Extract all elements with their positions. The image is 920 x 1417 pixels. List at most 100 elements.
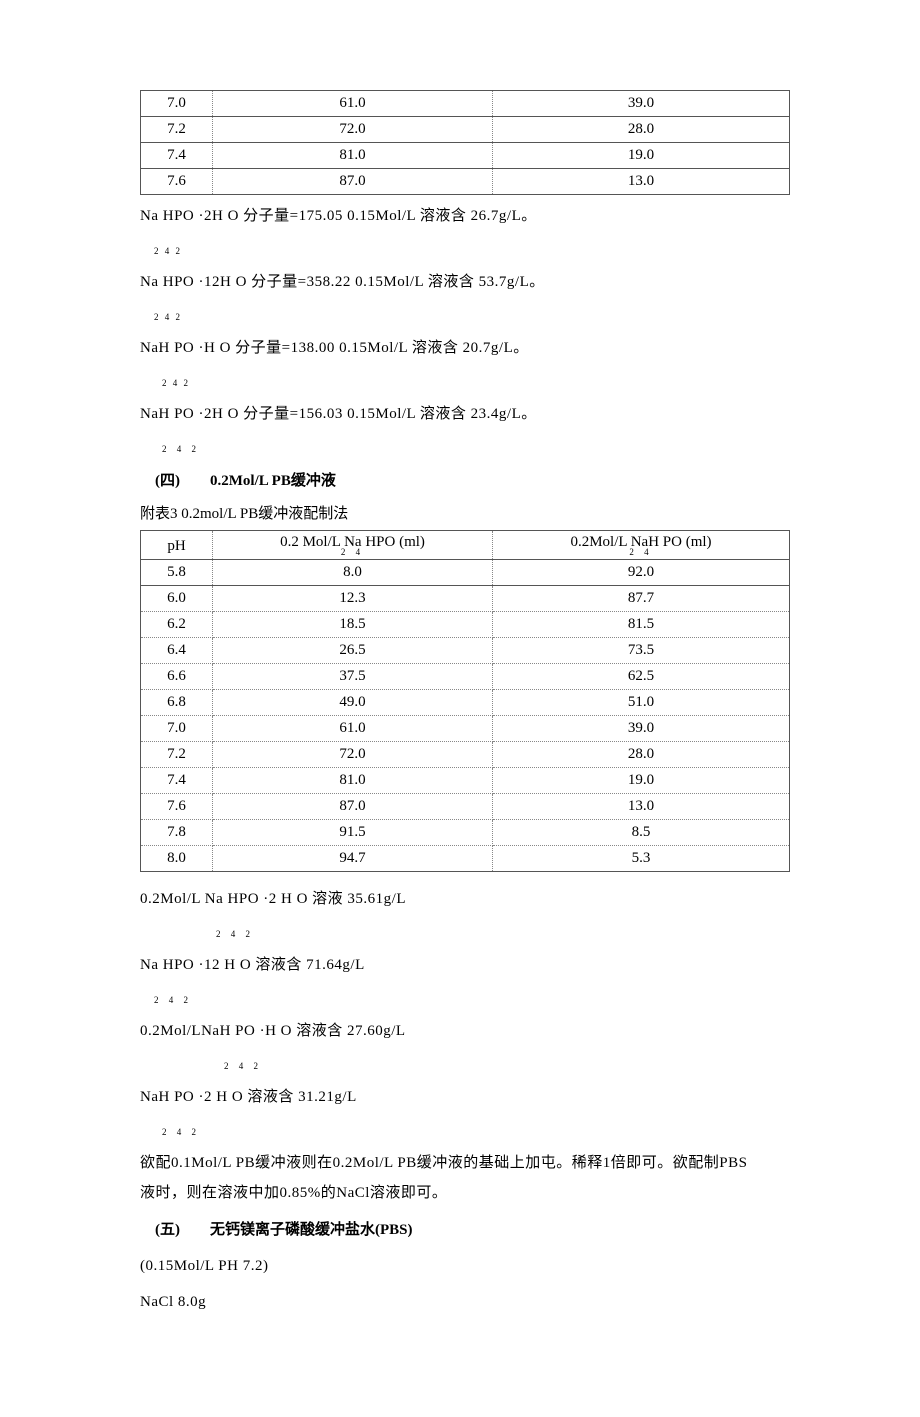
table-cell: 92.0 xyxy=(493,560,790,586)
table-cell: 87.0 xyxy=(213,794,493,820)
table-cell: 6.8 xyxy=(141,690,213,716)
table-row: 8.094.75.3 xyxy=(141,846,790,872)
note-4-text: NaH PO ·2H O 分子量=156.03 0.15Mol/L 溶液含 23… xyxy=(140,406,537,422)
note-1: Na HPO ·2H O 分子量=175.05 0.15Mol/L 溶液含 26… xyxy=(140,201,790,261)
table-cell: 7.6 xyxy=(141,794,213,820)
note-3-text: NaH PO ·H O 分子量=138.00 0.15Mol/L 溶液含 20.… xyxy=(140,340,529,356)
table-cell: 73.5 xyxy=(493,638,790,664)
th-b: 0.2Mol/L NaH PO (ml) 2 4 xyxy=(493,531,790,560)
table-3-header-row: pH 0.2 Mol/L Na HPO (ml) 2 4 0.2Mol/L Na… xyxy=(141,531,790,560)
note-4: NaH PO ·2H O 分子量=156.03 0.15Mol/L 溶液含 23… xyxy=(140,399,790,459)
paragraph-dilution-2: 液时，则在溶液中加0.85%的NaCl溶液即可。 xyxy=(140,1178,790,1208)
table-row: 6.637.562.5 xyxy=(141,664,790,690)
table-cell: 5.3 xyxy=(493,846,790,872)
table-cell: 72.0 xyxy=(213,117,493,143)
table-3: pH 0.2 Mol/L Na HPO (ml) 2 4 0.2Mol/L Na… xyxy=(140,530,790,872)
table-row: 7.061.039.0 xyxy=(141,91,790,117)
table-row: 7.061.039.0 xyxy=(141,716,790,742)
table-row: 7.272.028.0 xyxy=(141,742,790,768)
table-row: 6.218.581.5 xyxy=(141,612,790,638)
table-cell: 12.3 xyxy=(213,586,493,612)
table-row: 7.272.028.0 xyxy=(141,117,790,143)
table-cell: 62.5 xyxy=(493,664,790,690)
table-cell: 13.0 xyxy=(493,794,790,820)
table-cell: 61.0 xyxy=(213,91,493,117)
page-body: 7.061.039.07.272.028.07.481.019.07.687.0… xyxy=(0,0,920,1417)
th-ph: pH xyxy=(141,531,213,560)
table-row: 7.481.019.0 xyxy=(141,768,790,794)
table-cell: 7.4 xyxy=(141,768,213,794)
table-row: 6.012.387.7 xyxy=(141,586,790,612)
table-cell: 81.5 xyxy=(493,612,790,638)
table-cell: 39.0 xyxy=(493,91,790,117)
note-2-sub: 2 4 2 xyxy=(154,312,182,322)
table-cell: 19.0 xyxy=(493,143,790,169)
table-cell: 49.0 xyxy=(213,690,493,716)
table-cell: 61.0 xyxy=(213,716,493,742)
table-cell: 7.8 xyxy=(141,820,213,846)
note-3-sub: 2 4 2 xyxy=(162,378,190,388)
table-row: 7.687.013.0 xyxy=(141,169,790,195)
table-cell: 19.0 xyxy=(493,768,790,794)
table-cell: 39.0 xyxy=(493,716,790,742)
th-a-sub: 2 4 xyxy=(219,548,486,557)
table-1-continued: 7.061.039.07.272.028.07.481.019.07.687.0… xyxy=(140,90,790,195)
table-cell: 37.5 xyxy=(213,664,493,690)
note-1-sub: 2 4 2 xyxy=(154,246,182,256)
note2-2: Na HPO ·12 H O 溶液含 71.64g/L 2 4 2 xyxy=(140,950,790,1010)
note-2-text: Na HPO ·12H O 分子量=358.22 0.15Mol/L 溶液含 5… xyxy=(140,274,545,290)
note2-1-text: 0.2Mol/L Na HPO ·2 H O 溶液 35.61g/L xyxy=(140,891,406,907)
table-row: 6.849.051.0 xyxy=(141,690,790,716)
table-cell: 18.5 xyxy=(213,612,493,638)
table-cell: 7.4 xyxy=(141,143,213,169)
note2-1-sub: 2 4 2 xyxy=(216,929,254,939)
note2-2-text: Na HPO ·12 H O 溶液含 71.64g/L xyxy=(140,957,365,973)
note2-3-sub: 2 4 2 xyxy=(224,1061,262,1071)
table-cell: 87.0 xyxy=(213,169,493,195)
table-cell: 81.0 xyxy=(213,143,493,169)
note2-3-text: 0.2Mol/LNaH PO ·H O 溶液含 27.60g/L xyxy=(140,1023,406,1039)
note-2: Na HPO ·12H O 分子量=358.22 0.15Mol/L 溶液含 5… xyxy=(140,267,790,327)
table-cell: 28.0 xyxy=(493,117,790,143)
table-cell: 8.0 xyxy=(141,846,213,872)
table-cell: 6.0 xyxy=(141,586,213,612)
note-3: NaH PO ·H O 分子量=138.00 0.15Mol/L 溶液含 20.… xyxy=(140,333,790,393)
table-cell: 6.2 xyxy=(141,612,213,638)
table-cell: 7.0 xyxy=(141,716,213,742)
table-cell: 7.2 xyxy=(141,742,213,768)
paragraph-dilution-1: 欲配0.1Mol/L PB缓冲液则在0.2Mol/L PB缓冲液的基础上加屯。稀… xyxy=(140,1148,790,1178)
table-row: 7.891.58.5 xyxy=(141,820,790,846)
note-1-text: Na HPO ·2H O 分子量=175.05 0.15Mol/L 溶液含 26… xyxy=(140,208,537,224)
table-row: 7.481.019.0 xyxy=(141,143,790,169)
th-a: 0.2 Mol/L Na HPO (ml) 2 4 xyxy=(213,531,493,560)
table-cell: 94.7 xyxy=(213,846,493,872)
table-cell: 7.0 xyxy=(141,91,213,117)
pbs-spec: (0.15Mol/L PH 7.2) xyxy=(140,1251,790,1281)
th-ph-text: pH xyxy=(167,538,185,554)
table-cell: 13.0 xyxy=(493,169,790,195)
table-cell: 91.5 xyxy=(213,820,493,846)
table-cell: 6.6 xyxy=(141,664,213,690)
table-cell: 26.5 xyxy=(213,638,493,664)
table-cell: 7.2 xyxy=(141,117,213,143)
table-cell: 7.6 xyxy=(141,169,213,195)
table-cell: 28.0 xyxy=(493,742,790,768)
table-cell: 5.8 xyxy=(141,560,213,586)
table-cell: 8.0 xyxy=(213,560,493,586)
table-cell: 81.0 xyxy=(213,768,493,794)
note2-3: 0.2Mol/LNaH PO ·H O 溶液含 27.60g/L 2 4 2 xyxy=(140,1016,790,1076)
heading-section-4: (四) 0.2Mol/L PB缓冲液 xyxy=(140,467,790,496)
table-row: 6.426.573.5 xyxy=(141,638,790,664)
table-cell: 6.4 xyxy=(141,638,213,664)
table-cell: 51.0 xyxy=(493,690,790,716)
th-b-sub: 2 4 xyxy=(499,548,783,557)
table-cell: 87.7 xyxy=(493,586,790,612)
table-cell: 72.0 xyxy=(213,742,493,768)
table-3-caption: 附表3 0.2mol/L PB缓冲液配制法 xyxy=(140,500,790,529)
note2-4-text: NaH PO ·2 H O 溶液含 31.21g/L xyxy=(140,1089,357,1105)
table-row: 5.88.092.0 xyxy=(141,560,790,586)
note-4-sub: 2 4 2 xyxy=(162,444,200,454)
note2-4-sub: 2 4 2 xyxy=(162,1127,200,1137)
note2-1: 0.2Mol/L Na HPO ·2 H O 溶液 35.61g/L 2 4 2 xyxy=(140,884,790,944)
heading-section-5: (五) 无钙镁离子磷酸缓冲盐水(PBS) xyxy=(140,1216,790,1245)
